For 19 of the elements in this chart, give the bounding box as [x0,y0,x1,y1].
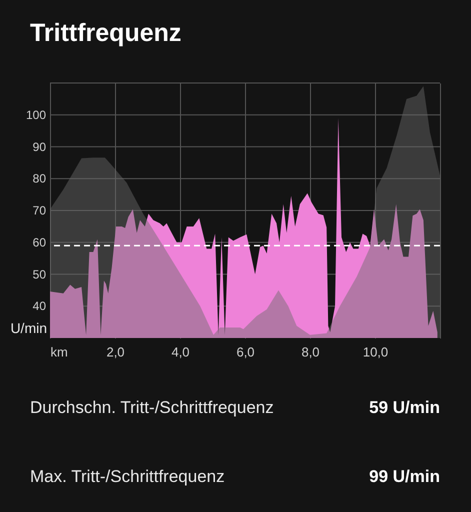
text: Max. Tritt-/Schrittfrequenz [30,467,225,486]
y-tick-label: 100 [26,108,46,122]
x-tick-label: km [50,344,68,360]
x-tick-label: 8,0 [301,344,320,360]
text: Durchschn. Tritt-/Schrittfrequenz [30,398,274,417]
x-tick-label: 2,0 [106,344,125,360]
y-tick-label: 60 [32,235,46,250]
y-tick-label: 90 [32,140,46,154]
y-tick-label: 80 [32,172,46,186]
x-tick-label: 10,0 [362,344,388,360]
y-tick-label: 40 [32,299,46,314]
chart-title: Trittfrequenz [30,19,182,47]
text: 99 U/min [369,467,440,486]
y-axis-title: U/min [10,320,47,336]
y-tick-label: 70 [32,204,46,218]
x-tick-label: 4,0 [171,344,190,360]
y-tick-label: 50 [32,267,46,282]
text: 59 U/min [369,398,440,417]
x-tick-label: 6,0 [236,344,255,360]
